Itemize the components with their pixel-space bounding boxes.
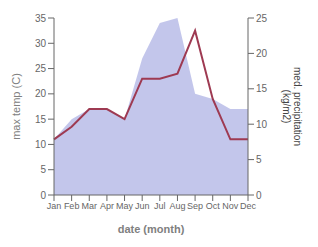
svg-text:10: 10 bbox=[35, 139, 47, 150]
svg-text:max temp (C): max temp (C) bbox=[10, 73, 22, 140]
svg-text:15: 15 bbox=[35, 114, 47, 125]
svg-text:0: 0 bbox=[40, 190, 46, 201]
svg-text:Jul: Jul bbox=[154, 201, 166, 211]
svg-text:med. precipitation(kg/m2): med. precipitation(kg/m2) bbox=[281, 67, 304, 146]
svg-text:Sep: Sep bbox=[187, 201, 203, 211]
svg-text:Dec: Dec bbox=[240, 201, 257, 211]
svg-text:Nov: Nov bbox=[222, 201, 239, 211]
svg-text:20: 20 bbox=[256, 48, 268, 59]
svg-text:Aug: Aug bbox=[169, 201, 185, 211]
svg-text:Feb: Feb bbox=[64, 201, 80, 211]
svg-text:5: 5 bbox=[256, 154, 262, 165]
svg-text:20: 20 bbox=[35, 88, 47, 99]
svg-text:0: 0 bbox=[256, 190, 262, 201]
svg-text:15: 15 bbox=[256, 83, 268, 94]
svg-text:Apr: Apr bbox=[100, 201, 114, 211]
svg-text:Jan: Jan bbox=[47, 201, 62, 211]
svg-text:25: 25 bbox=[256, 13, 268, 24]
svg-text:Mar: Mar bbox=[82, 201, 98, 211]
svg-text:30: 30 bbox=[35, 38, 47, 49]
svg-text:10: 10 bbox=[256, 119, 268, 130]
svg-text:date (month): date (month) bbox=[118, 223, 185, 235]
svg-text:25: 25 bbox=[35, 63, 47, 74]
svg-text:5: 5 bbox=[40, 164, 46, 175]
svg-text:35: 35 bbox=[35, 13, 47, 24]
svg-text:Jun: Jun bbox=[135, 201, 150, 211]
svg-text:Oct: Oct bbox=[206, 201, 221, 211]
svg-text:May: May bbox=[116, 201, 134, 211]
